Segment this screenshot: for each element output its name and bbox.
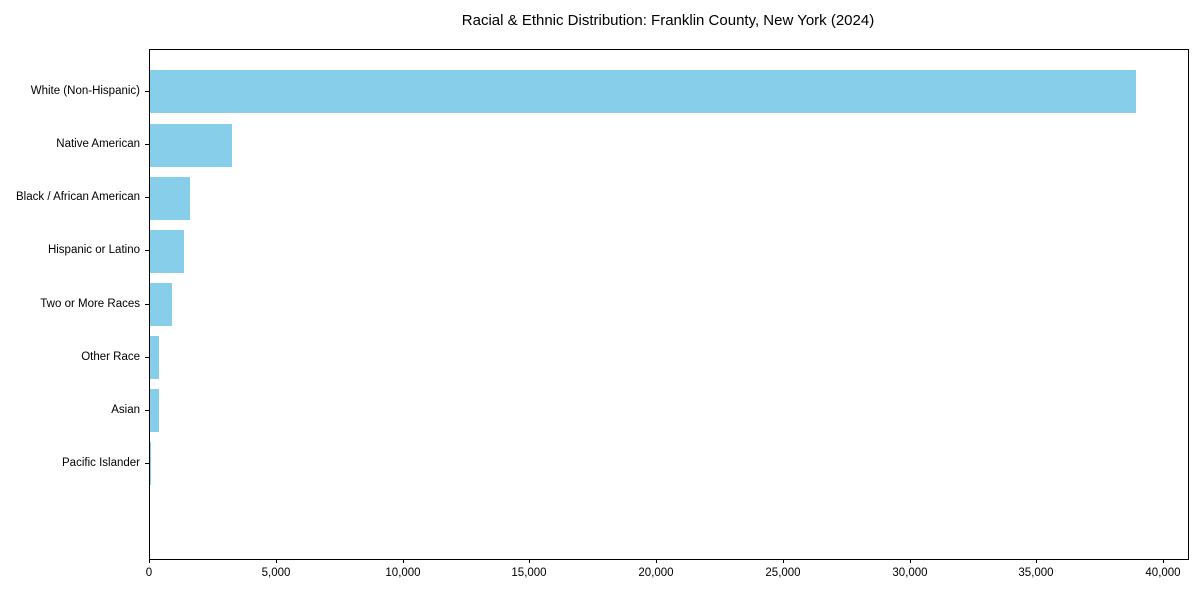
y-tick-mark	[145, 250, 149, 251]
y-tick-label: Two or More Races	[40, 298, 140, 310]
y-tick-mark	[145, 304, 149, 305]
x-tick-mark	[276, 559, 277, 563]
x-tick-mark	[403, 559, 404, 563]
bar-hispanic-or-latino	[150, 229, 184, 273]
plot-area	[149, 49, 1189, 560]
x-tick-label: 40,000	[1145, 567, 1181, 579]
x-tick-mark	[1036, 559, 1037, 563]
y-tick-label: Black / African American	[16, 191, 140, 203]
y-tick-mark	[145, 197, 149, 198]
x-tick-label: 10,000	[385, 567, 421, 579]
x-tick-mark	[910, 559, 911, 563]
y-tick-mark	[145, 463, 149, 464]
x-tick-label: 5,000	[261, 567, 291, 579]
y-tick-mark	[145, 357, 149, 358]
y-tick-label: Hispanic or Latino	[47, 244, 140, 256]
x-tick-mark	[149, 559, 150, 563]
bar-native-american	[150, 123, 233, 167]
y-tick-mark	[145, 410, 149, 411]
bar-white-non-hispanic	[150, 70, 1137, 114]
y-tick-label: Native American	[56, 138, 140, 150]
y-tick-label: Pacific Islander	[62, 457, 140, 469]
bar-black-african-american	[150, 176, 191, 220]
y-tick-mark	[145, 91, 149, 92]
x-tick-label: 0	[145, 567, 153, 579]
chart-title: Racial & Ethnic Distribution: Franklin C…	[461, 12, 875, 29]
x-tick-label: 30,000	[892, 567, 928, 579]
y-tick-mark	[145, 144, 149, 145]
bar-two-or-more-races	[150, 283, 173, 326]
bar-asian	[150, 389, 159, 433]
y-tick-label: Other Race	[81, 351, 140, 363]
x-tick-label: 35,000	[1018, 567, 1054, 579]
bar-pacific-islander	[150, 442, 151, 486]
bar-other-race	[150, 336, 160, 380]
x-tick-mark	[783, 559, 784, 563]
x-tick-mark	[656, 559, 657, 563]
x-tick-label: 15,000	[511, 567, 547, 579]
y-tick-label: White (Non-Hispanic)	[30, 85, 140, 97]
x-tick-mark	[1163, 559, 1164, 563]
x-tick-label: 25,000	[765, 567, 801, 579]
x-tick-label: 20,000	[638, 567, 674, 579]
x-tick-mark	[529, 559, 530, 563]
y-tick-label: Asian	[111, 404, 140, 416]
